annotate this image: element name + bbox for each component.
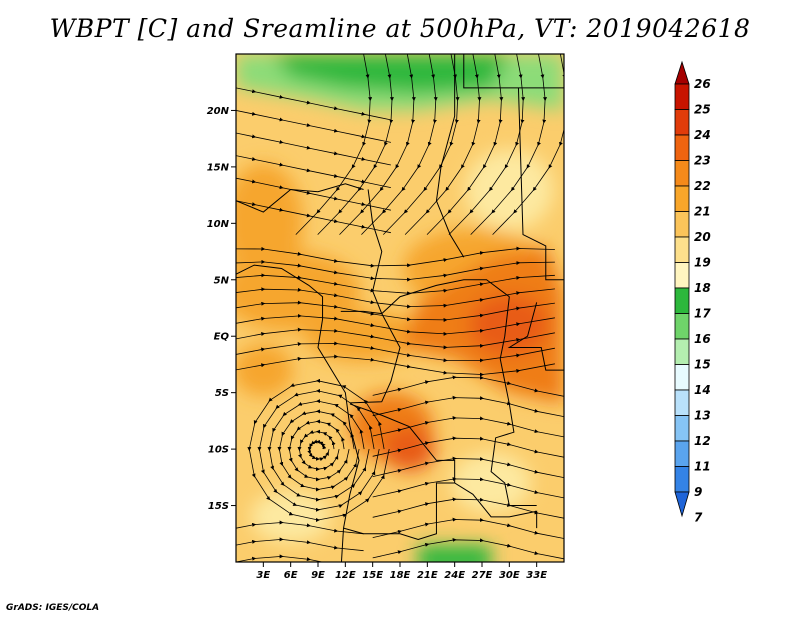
colorbar-segment bbox=[674, 313, 690, 340]
streamline-south bbox=[372, 477, 564, 499]
colorbar-segment bbox=[674, 109, 690, 136]
lat-tick-label: EQ bbox=[214, 332, 230, 343]
lon-tick-label: 21E bbox=[417, 570, 438, 581]
colorbar-segment bbox=[674, 211, 690, 238]
streamline-southwest bbox=[236, 537, 364, 552]
wbpt-shaded-field bbox=[236, 54, 564, 562]
lat-tick-label: 10N bbox=[207, 219, 230, 230]
streamline-south bbox=[372, 436, 564, 458]
lat-tick-label: 5N bbox=[214, 275, 230, 286]
streamline-southwest bbox=[236, 520, 364, 535]
lon-tick-label: 33E bbox=[526, 570, 547, 581]
lon-tick-label: 24E bbox=[444, 570, 465, 581]
colorbar-label: 14 bbox=[694, 383, 711, 397]
field-southwest-orange bbox=[236, 344, 294, 397]
colorbar-segment bbox=[674, 83, 690, 110]
colorbar-segment bbox=[674, 466, 690, 493]
grads-credit: GrADS: IGES/COLA bbox=[6, 603, 100, 613]
colorbar-segment bbox=[674, 440, 690, 467]
colorbar-segment bbox=[674, 262, 690, 289]
colorbar-segment bbox=[674, 134, 690, 161]
streamline-south bbox=[372, 497, 564, 519]
map-axes: 20N 15N 10N 5N EQ 5S 10S 15S 3E 6E 9E 12E 15E 18E 21E 2… bbox=[207, 106, 548, 581]
colorbar-segment bbox=[674, 415, 690, 442]
colorbar-label: 22 bbox=[694, 179, 711, 193]
colorbar-segment bbox=[674, 236, 690, 263]
lat-tick-label: 15N bbox=[207, 162, 230, 173]
lon-tick-label: 3E bbox=[256, 570, 270, 581]
field-southwest-pale bbox=[250, 490, 331, 543]
colorbar-label: 17 bbox=[694, 307, 711, 321]
colorbar-label: 9 bbox=[694, 485, 702, 499]
lon-tick-label: 15E bbox=[362, 570, 383, 581]
streamline-vortex bbox=[247, 378, 390, 522]
colorbar-label: 18 bbox=[694, 281, 711, 295]
colorbar-label: 12 bbox=[694, 434, 711, 448]
lat-tick-label: 15S bbox=[208, 501, 229, 512]
colorbar-label: 19 bbox=[694, 256, 711, 270]
lon-tick-label: 6E bbox=[284, 570, 298, 581]
colorbar-segment bbox=[674, 389, 690, 416]
colorbar-label: 21 bbox=[694, 205, 711, 219]
streamline-south bbox=[372, 416, 564, 438]
streamline-north bbox=[492, 54, 564, 235]
map-panel: 20N 15N 10N 5N EQ 5S 10S 15S 3E 6E 9E 12E 15E 18E 21E 2… bbox=[207, 53, 565, 581]
colorbar-label: 23 bbox=[694, 154, 711, 168]
colorbar-segment bbox=[674, 185, 690, 212]
streamline-south bbox=[372, 456, 564, 478]
colorbar-bottom-arrow bbox=[674, 491, 690, 518]
lon-tick-label: 30E bbox=[499, 570, 520, 581]
streamline-south bbox=[372, 537, 564, 560]
colorbar-segment bbox=[674, 287, 690, 314]
colorbar-label: 25 bbox=[694, 103, 711, 117]
plot-title: WBPT [C] and Sreamline at 500hPa, VT: 20… bbox=[49, 14, 751, 43]
colorbar-segment bbox=[674, 364, 690, 391]
lat-tick-label: 5S bbox=[215, 388, 229, 399]
streamlines bbox=[236, 54, 564, 562]
streamline-south bbox=[372, 375, 564, 397]
colorbar-top-arrow bbox=[674, 60, 690, 85]
border-east-africa bbox=[507, 302, 564, 371]
colorbar: 26 25 24 23 22 21 20 19 18 17 16 15 14 13 12 11 9 7 bbox=[674, 60, 711, 525]
streamline-zonal bbox=[236, 354, 555, 377]
streamline-south bbox=[372, 517, 564, 539]
colorbar-label: 13 bbox=[694, 409, 711, 423]
colorbar-label: 20 bbox=[694, 230, 711, 244]
colorbar-label: 15 bbox=[694, 358, 711, 372]
lon-tick-label: 18E bbox=[390, 570, 411, 581]
colorbar-segment bbox=[674, 160, 690, 187]
streamline-southwest bbox=[236, 554, 339, 562]
colorbar-label: 7 bbox=[694, 511, 703, 525]
lat-tick-label: 10S bbox=[208, 445, 229, 456]
lon-tick-label: 12E bbox=[335, 570, 356, 581]
lon-tick-label: 9E bbox=[311, 570, 325, 581]
lon-tick-label: 27E bbox=[472, 570, 493, 581]
streamline-northwest bbox=[236, 200, 391, 234]
streamline-south bbox=[372, 395, 564, 417]
lat-tick-label: 20N bbox=[207, 106, 230, 117]
field-southeast-pale bbox=[451, 452, 532, 513]
colorbar-label: 26 bbox=[694, 77, 711, 91]
colorbar-segment bbox=[674, 338, 690, 365]
colorbar-label: 11 bbox=[694, 460, 711, 474]
colorbar-label: 16 bbox=[694, 332, 711, 346]
colorbar-label: 24 bbox=[694, 128, 711, 142]
